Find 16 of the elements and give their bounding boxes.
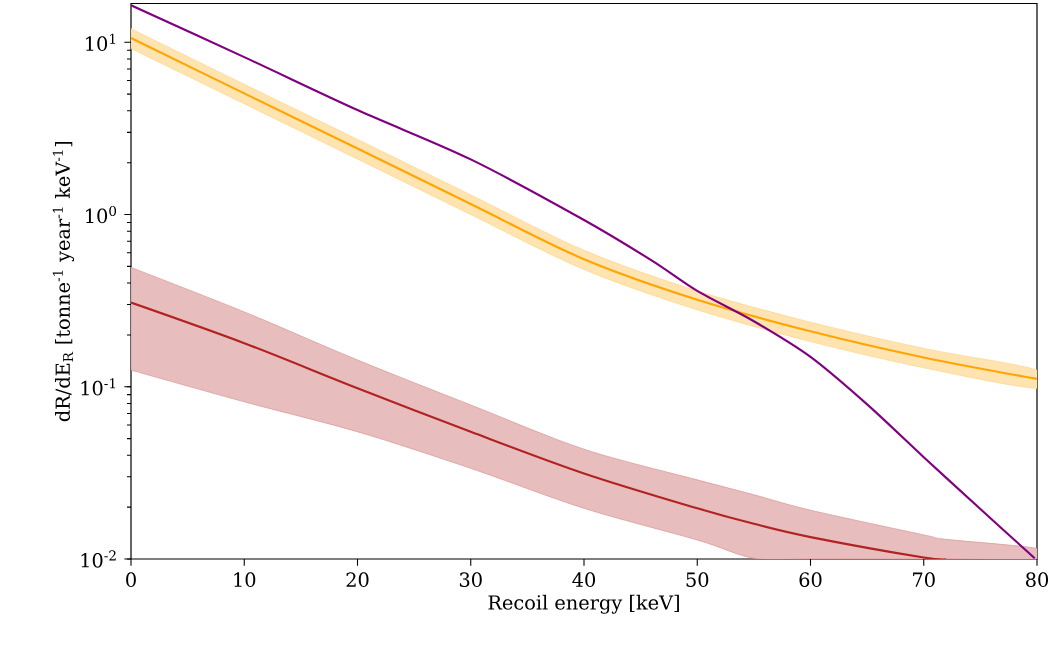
line-series xyxy=(131,301,948,559)
y-tick-label: 10$^{-1}$ xyxy=(81,378,116,396)
y-tick-label: 10$^{1}$ xyxy=(86,33,116,51)
y-tick-label: 10$^{-2}$ xyxy=(81,550,116,568)
x-tick-label: 70 xyxy=(913,572,935,587)
x-tick-label: 30 xyxy=(459,572,482,587)
x-tick-label: 40 xyxy=(572,572,596,587)
x-tick-label: 20 xyxy=(346,572,369,587)
y-tick-label: 10$^{0}$ xyxy=(86,205,117,224)
x-tick-label: 60 xyxy=(799,572,822,587)
x-tick-label: 50 xyxy=(686,572,709,587)
x-axis-title: Recoil energy [keV] xyxy=(488,594,679,614)
text: dR/dE$_{R}$ [tonne$^{-1}$ year$^{-1}$ keV$^{-1}$] xyxy=(52,141,75,422)
x-tick-label: 0 xyxy=(126,572,136,587)
x-tick-label: 80 xyxy=(1025,572,1049,587)
x-tick-label: 10 xyxy=(234,572,256,587)
